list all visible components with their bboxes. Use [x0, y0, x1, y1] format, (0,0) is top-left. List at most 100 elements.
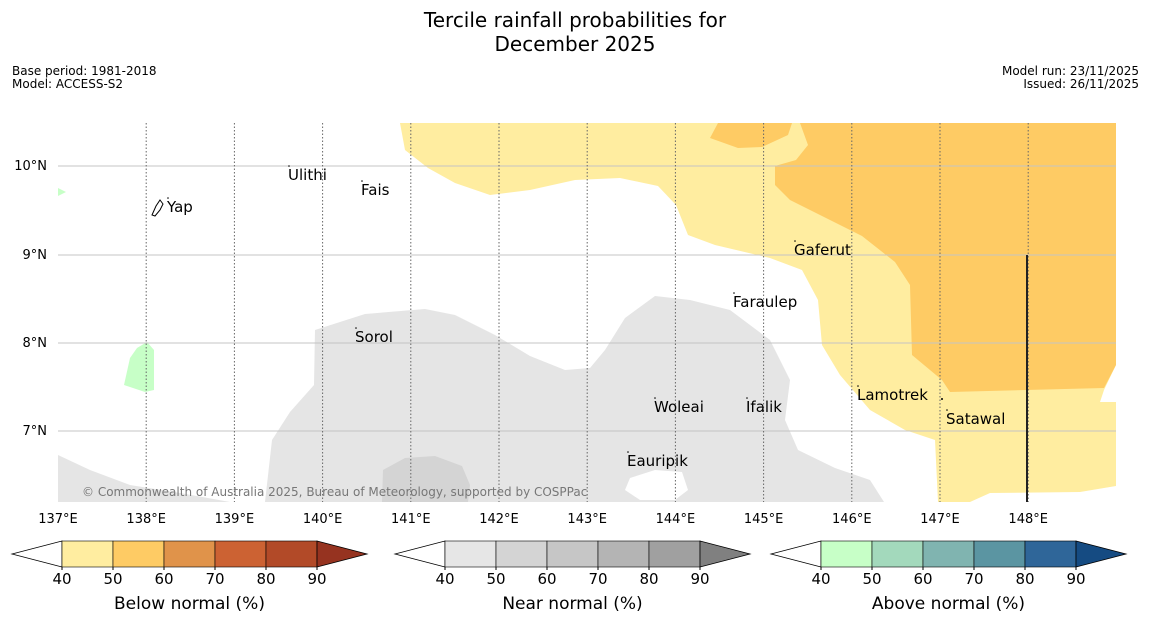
no-dominant-patch	[625, 470, 688, 500]
lon-label: 147°E	[920, 512, 960, 527]
above-normal-40-patch	[58, 188, 66, 196]
title-line-2: December 2025	[494, 32, 656, 56]
island-dot	[627, 451, 629, 453]
legend-colorbar: 40 50 60 70 80 90 Near normal (%)	[393, 540, 752, 614]
legend-swatch	[495, 540, 548, 568]
legend-tick-label: 90	[690, 570, 709, 588]
island-dot	[941, 398, 943, 400]
island-dot	[794, 240, 796, 242]
legends: 40 50 60 70 80 90 Below normal (%) 40 50 60 70 80 90…	[10, 540, 1128, 614]
legend-extend-low	[10, 540, 63, 568]
legend-colorbar: 40 50 60 70 80 90 Below normal (%)	[10, 540, 369, 614]
legend-tick-label: 60	[154, 570, 173, 588]
island-dot	[746, 397, 748, 399]
copyright-text: © Commonwealth of Australia 2025, Bureau…	[82, 485, 587, 499]
lat-label: 9°N	[23, 248, 48, 263]
place-label: Ifalik	[746, 398, 782, 416]
legend-swatch	[163, 540, 216, 568]
legend-swatch	[922, 540, 975, 568]
legend-extend-high	[1075, 540, 1128, 568]
island-dot	[857, 385, 859, 387]
legend-tick-label: 70	[588, 570, 607, 588]
lon-label: 145°E	[744, 512, 784, 527]
island-dot	[654, 397, 656, 399]
lon-label: 144°E	[656, 512, 696, 527]
legend-swatch	[112, 540, 165, 568]
legend-tick-label: 50	[862, 570, 881, 588]
legend-swatch	[214, 540, 267, 568]
below-normal-60-region	[775, 123, 1116, 392]
legend-swatch	[546, 540, 599, 568]
place-label: Eauripik	[627, 452, 688, 470]
legend-tick-label: 40	[52, 570, 71, 588]
legend-extend-low	[769, 540, 822, 568]
legend-label: Near normal (%)	[502, 594, 642, 614]
place-labels: Ulithi Fais Yap Gaferut Faraulep Sorol Lamotre…	[166, 165, 1005, 470]
model-name: Model: ACCESS-S2	[12, 77, 124, 91]
near-normal-40-region	[265, 296, 884, 502]
lat-label: 10°N	[14, 159, 47, 174]
place-label: Woleai	[654, 398, 704, 416]
legend-tick-label: 60	[537, 570, 556, 588]
near-normal-40-southwest	[58, 455, 230, 502]
meta-right: Model run: 23/11/2025 Issued: 26/11/2025	[1002, 65, 1139, 91]
legend-label: Above normal (%)	[872, 594, 1025, 614]
legend-tick-label: 90	[1066, 570, 1085, 588]
axis-labels: 10°N 9°N 8°N 7°N 137°E 138°E 139°E 140°E 141°E 14…	[14, 159, 1048, 527]
legend-tick-label: 70	[205, 570, 224, 588]
place-label: Fais	[361, 181, 390, 199]
place-label: Yap	[166, 198, 193, 216]
lon-label: 141°E	[391, 512, 431, 527]
lat-label: 7°N	[23, 424, 48, 439]
below-normal-60-patch	[710, 123, 792, 148]
place-label: Sorol	[355, 328, 393, 346]
legend-tick-label: 80	[256, 570, 275, 588]
lon-label: 146°E	[832, 512, 872, 527]
lat-label: 8°N	[23, 336, 48, 351]
near-normal-50-patch	[382, 456, 470, 502]
island-dot	[361, 180, 363, 182]
legend-colorbar: 40 50 60 70 80 90 Above normal (%)	[769, 540, 1128, 614]
model-run: Model run: 23/11/2025	[1001, 64, 1139, 78]
legend-swatch	[265, 540, 318, 568]
legend-swatch	[61, 540, 114, 568]
legend-tick-label: 80	[639, 570, 658, 588]
lon-label: 139°E	[215, 512, 255, 527]
legend-tick-label: 90	[307, 570, 326, 588]
place-label: Faraulep	[733, 293, 797, 311]
legend-tick-label: 40	[435, 570, 454, 588]
legend-tick-label: 50	[103, 570, 122, 588]
island-dot	[946, 409, 948, 411]
above-normal-40-region	[124, 342, 154, 392]
legend-swatch	[820, 540, 873, 568]
legend-swatch	[444, 540, 497, 568]
yap-island-outline	[151, 199, 164, 217]
place-label: Ulithi	[288, 166, 327, 184]
base-period: Base period: 1981-2018	[12, 64, 157, 78]
legend-tick-label: 70	[964, 570, 983, 588]
legend-extend-low	[393, 540, 446, 568]
island-dot	[733, 292, 735, 294]
title-line-1: Tercile rainfall probabilities for	[423, 8, 727, 32]
legend-extend-high	[699, 540, 752, 568]
lon-label: 143°E	[567, 512, 607, 527]
legend-tick-label: 40	[811, 570, 830, 588]
lon-label: 140°E	[303, 512, 343, 527]
legend-swatch	[597, 540, 650, 568]
legend-swatch	[973, 540, 1026, 568]
lon-label: 148°E	[1008, 512, 1048, 527]
place-label: Lamotrek	[857, 386, 928, 404]
legend-label: Below normal (%)	[114, 594, 265, 614]
legend-tick-label: 50	[486, 570, 505, 588]
legend-tick-label: 60	[913, 570, 932, 588]
map-title: Tercile rainfall probabilities for Decem…	[0, 8, 1150, 56]
island-dot	[288, 165, 290, 167]
legend-swatch	[648, 540, 701, 568]
legend-swatch	[1024, 540, 1077, 568]
lon-label: 137°E	[38, 512, 78, 527]
legend-tick-label: 80	[1015, 570, 1034, 588]
island-dot	[167, 197, 169, 199]
lon-label: 142°E	[479, 512, 519, 527]
legend-swatch	[871, 540, 924, 568]
